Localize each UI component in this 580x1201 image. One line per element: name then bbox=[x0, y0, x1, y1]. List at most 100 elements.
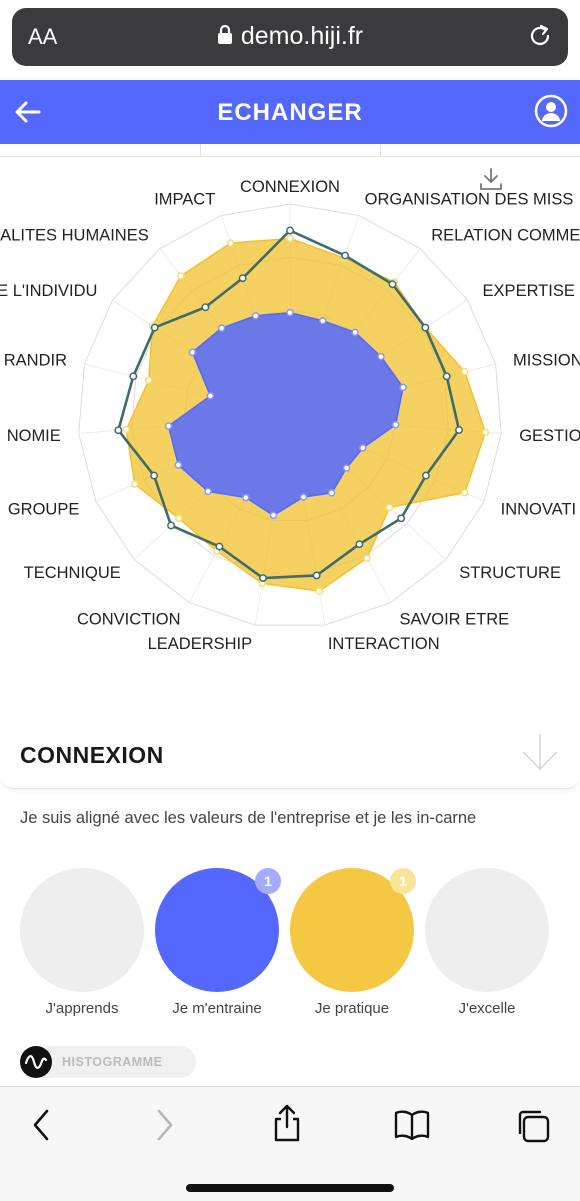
level-label: Je m'entraine bbox=[172, 1000, 262, 1017]
share-icon[interactable] bbox=[270, 1103, 304, 1148]
wave-icon bbox=[20, 1046, 52, 1078]
level-circle bbox=[20, 868, 144, 992]
radar-point bbox=[259, 574, 267, 583]
user-profile-icon[interactable] bbox=[534, 94, 568, 133]
radar-point bbox=[177, 272, 185, 280]
browser-top-bar: AA demo.hiji.fr bbox=[0, 0, 580, 80]
radar-point bbox=[388, 280, 397, 289]
radar-axis-label: LEADERSHIP bbox=[148, 635, 253, 653]
radar-series-line bbox=[117, 229, 461, 580]
lock-icon bbox=[217, 23, 233, 52]
radar-point bbox=[421, 323, 430, 332]
text-size-button[interactable]: AA bbox=[28, 24, 58, 49]
tab-strip bbox=[0, 144, 580, 157]
competency-header[interactable]: CONNEXION bbox=[0, 720, 580, 789]
chevron-left-icon[interactable] bbox=[28, 1107, 56, 1148]
radar-point bbox=[315, 587, 323, 595]
radar-point bbox=[391, 421, 400, 429]
radar-axis-label: INTERACTION bbox=[328, 635, 440, 653]
radar-point bbox=[167, 521, 176, 530]
url-text: demo.hiji.fr bbox=[240, 22, 364, 50]
radar-point bbox=[359, 444, 367, 452]
radar-axis-label: ORGANISATION DES MISS bbox=[365, 190, 574, 208]
browser-toolbar bbox=[0, 1086, 580, 1201]
radar-point bbox=[442, 372, 451, 381]
radar-axis-label: MISSION bbox=[513, 352, 580, 370]
radar-point bbox=[342, 464, 351, 472]
radar-point bbox=[122, 425, 131, 434]
radar-point bbox=[251, 311, 260, 320]
radar-chart-card: CONNEXION ORGANISATION DES MISS RELATION C… bbox=[0, 158, 580, 721]
arrow-down-icon[interactable] bbox=[520, 732, 560, 777]
tabs-icon[interactable] bbox=[514, 1107, 554, 1152]
book-icon[interactable] bbox=[392, 1107, 432, 1148]
url-display[interactable]: demo.hiji.fr bbox=[12, 22, 568, 52]
radar-point bbox=[188, 348, 197, 356]
radar-point bbox=[174, 461, 183, 469]
radar-point bbox=[363, 554, 371, 562]
radar-point bbox=[385, 503, 394, 512]
radar-axis-label: GESTIO bbox=[519, 427, 580, 445]
radar-point bbox=[175, 514, 183, 523]
radar-point bbox=[299, 493, 308, 501]
home-indicator bbox=[186, 1184, 394, 1192]
page-title: ECHANGER bbox=[217, 99, 363, 126]
radar-point bbox=[269, 511, 278, 520]
radar-point bbox=[455, 426, 463, 434]
reload-icon[interactable] bbox=[526, 22, 554, 55]
radar-axis-label: NOMIE bbox=[7, 427, 61, 445]
radar-point bbox=[201, 303, 210, 312]
radar-axis-label: SAVOIR ETRE bbox=[399, 610, 509, 628]
radar-point bbox=[242, 493, 250, 502]
radar-chart: CONNEXION ORGANISATION DES MISS RELATION C… bbox=[0, 178, 580, 653]
competency-description: Je suis aligné avec les valeurs de l'ent… bbox=[20, 809, 477, 827]
app-header: ECHANGER bbox=[0, 80, 580, 144]
level-label: J'excelle bbox=[458, 1000, 516, 1017]
download-icon[interactable] bbox=[478, 166, 504, 197]
chevron-right-icon[interactable] bbox=[150, 1107, 178, 1148]
radar-point bbox=[130, 480, 139, 488]
level-label: Je pratique bbox=[314, 1000, 390, 1017]
level-option-apprends[interactable]: J'apprends bbox=[20, 868, 146, 1028]
radar-point bbox=[129, 372, 138, 381]
radar-point bbox=[226, 239, 235, 247]
radar-point bbox=[150, 471, 159, 480]
radar-point bbox=[377, 352, 385, 361]
radar-axis-label: RELATION COMME bbox=[431, 226, 580, 244]
radar-axis-label: INNOVATI bbox=[501, 500, 576, 518]
radar-axis-label: CONVICTION bbox=[77, 610, 181, 628]
radar-point bbox=[204, 487, 212, 496]
count-badge: 1 bbox=[390, 868, 416, 894]
address-bar[interactable]: AA demo.hiji.fr bbox=[12, 8, 568, 66]
radar-point bbox=[355, 540, 364, 549]
level-label: J'apprends bbox=[45, 1000, 119, 1017]
radar-point bbox=[286, 308, 294, 317]
radar-point bbox=[421, 471, 430, 480]
radar-axis-label: STRUCTURE bbox=[459, 564, 561, 582]
radar-point bbox=[150, 323, 159, 332]
level-option-pratique[interactable]: 1 Je pratique bbox=[290, 868, 416, 1028]
level-selector: J'apprends 1 Je m'entraine 1 Je pratique… bbox=[0, 868, 580, 1028]
radar-point bbox=[215, 542, 224, 551]
radar-ring bbox=[78, 203, 502, 626]
radar-point bbox=[318, 317, 327, 325]
level-option-excelle[interactable]: J'excelle bbox=[425, 868, 551, 1028]
level-option-entraine[interactable]: 1 Je m'entraine bbox=[155, 868, 281, 1028]
back-arrow-icon[interactable] bbox=[14, 98, 42, 131]
radar-point bbox=[481, 428, 490, 436]
radar-axis-label: IMPACT bbox=[154, 190, 215, 208]
radar-point bbox=[238, 274, 247, 283]
radar-axis-label: E L'INDIVIDU bbox=[0, 282, 97, 300]
radar-point bbox=[206, 392, 215, 400]
radar-point bbox=[312, 571, 321, 580]
radar-axis-label: GROUPE bbox=[8, 500, 80, 518]
competency-detail: CONNEXION Je suis aligné avec les valeur… bbox=[0, 720, 580, 1086]
radar-series-area bbox=[167, 311, 404, 517]
level-circle bbox=[425, 868, 549, 992]
radar-axis-label: TECHNIQUE bbox=[24, 564, 121, 582]
histogram-toggle[interactable]: HISTOGRAMME bbox=[20, 1046, 196, 1078]
radar-point bbox=[399, 383, 407, 392]
radar-axis-label: EXPERTISE bbox=[483, 282, 575, 300]
radar-point bbox=[460, 488, 469, 497]
count-badge: 1 bbox=[255, 868, 281, 894]
